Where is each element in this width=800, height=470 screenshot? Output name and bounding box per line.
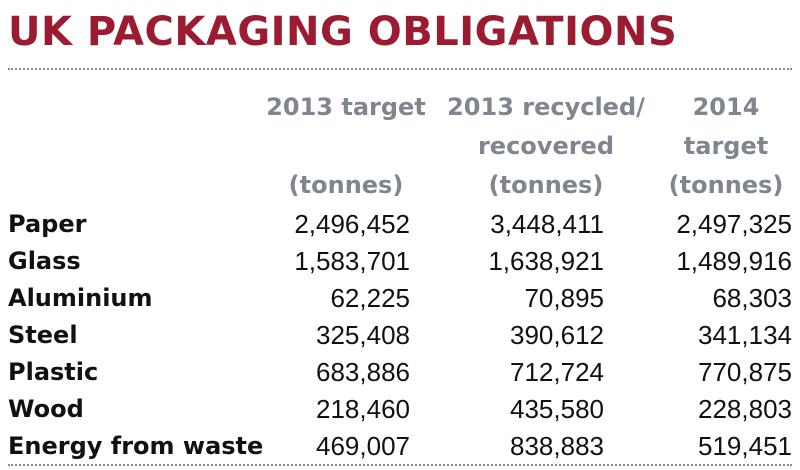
cell-2013-recycled: 435,580 [510, 394, 604, 424]
column-header-line: recovered [477, 132, 615, 160]
cell-2013-target: 62,225 [330, 283, 410, 313]
table-row: Aluminium 62,225 70,895 68,303 [8, 280, 792, 317]
column-header-2014-target: 2014 target (tonnes) [660, 88, 792, 205]
cell-2013-recycled: 3,448,411 [490, 209, 604, 239]
column-header-line: 2014 [692, 93, 760, 121]
page-title: UK PACKAGING OBLIGATIONS [8, 9, 678, 55]
cell-2014-target: 68,303 [712, 283, 792, 313]
column-header-2013-target: 2013 target (tonnes) [264, 88, 428, 205]
cell-2013-target: 1,583,701 [294, 246, 410, 276]
divider-bottom [8, 464, 792, 466]
column-header-line: (tonnes) [488, 171, 604, 199]
table-row: Wood 218,460 435,580 228,803 [8, 391, 792, 428]
cell-2013-recycled: 70,895 [524, 283, 604, 313]
row-label: Wood [8, 395, 84, 423]
table-row: Steel 325,408 390,612 341,134 [8, 317, 792, 354]
column-header-2013-recycled: 2013 recycled/ recovered (tonnes) [438, 88, 654, 205]
cell-2014-target: 228,803 [698, 394, 792, 424]
column-header-line: 2013 target [266, 93, 426, 121]
cell-2014-target: 1,489,916 [676, 246, 792, 276]
row-label: Aluminium [8, 284, 153, 312]
cell-2013-recycled: 1,638,921 [488, 246, 604, 276]
cell-2014-target: 2,497,325 [676, 209, 792, 239]
table-row: Energy from waste 469,007 838,883 519,45… [8, 428, 792, 465]
row-label: Steel [8, 321, 78, 349]
cell-2014-target: 770,875 [698, 357, 792, 387]
row-label: Plastic [8, 358, 99, 386]
cell-2013-target: 469,007 [316, 431, 410, 461]
packaging-table: Paper 2,496,452 3,448,411 2,497,325 Glas… [8, 206, 792, 465]
table-row: Paper 2,496,452 3,448,411 2,497,325 [8, 206, 792, 243]
column-header-line [264, 127, 428, 166]
table-row: Glass 1,583,701 1,638,921 1,489,916 [8, 243, 792, 280]
row-label: Paper [8, 210, 87, 238]
cell-2013-target: 2,496,452 [294, 209, 410, 239]
column-header-line: (tonnes) [668, 171, 784, 199]
cell-2013-target: 683,886 [316, 357, 410, 387]
cell-2013-recycled: 838,883 [510, 431, 604, 461]
cell-2013-target: 325,408 [316, 320, 410, 350]
column-header-line: target [683, 132, 769, 160]
column-header-line: 2013 recycled/ [447, 93, 645, 121]
cell-2014-target: 341,134 [698, 320, 792, 350]
table-row: Plastic 683,886 712,724 770,875 [8, 354, 792, 391]
column-header-line: (tonnes) [288, 171, 404, 199]
cell-2013-target: 218,460 [316, 394, 410, 424]
divider-top [8, 68, 792, 70]
cell-2013-recycled: 712,724 [510, 357, 604, 387]
row-label: Energy from waste [8, 432, 264, 460]
cell-2014-target: 519,451 [698, 431, 792, 461]
cell-2013-recycled: 390,612 [510, 320, 604, 350]
row-label: Glass [8, 247, 81, 275]
